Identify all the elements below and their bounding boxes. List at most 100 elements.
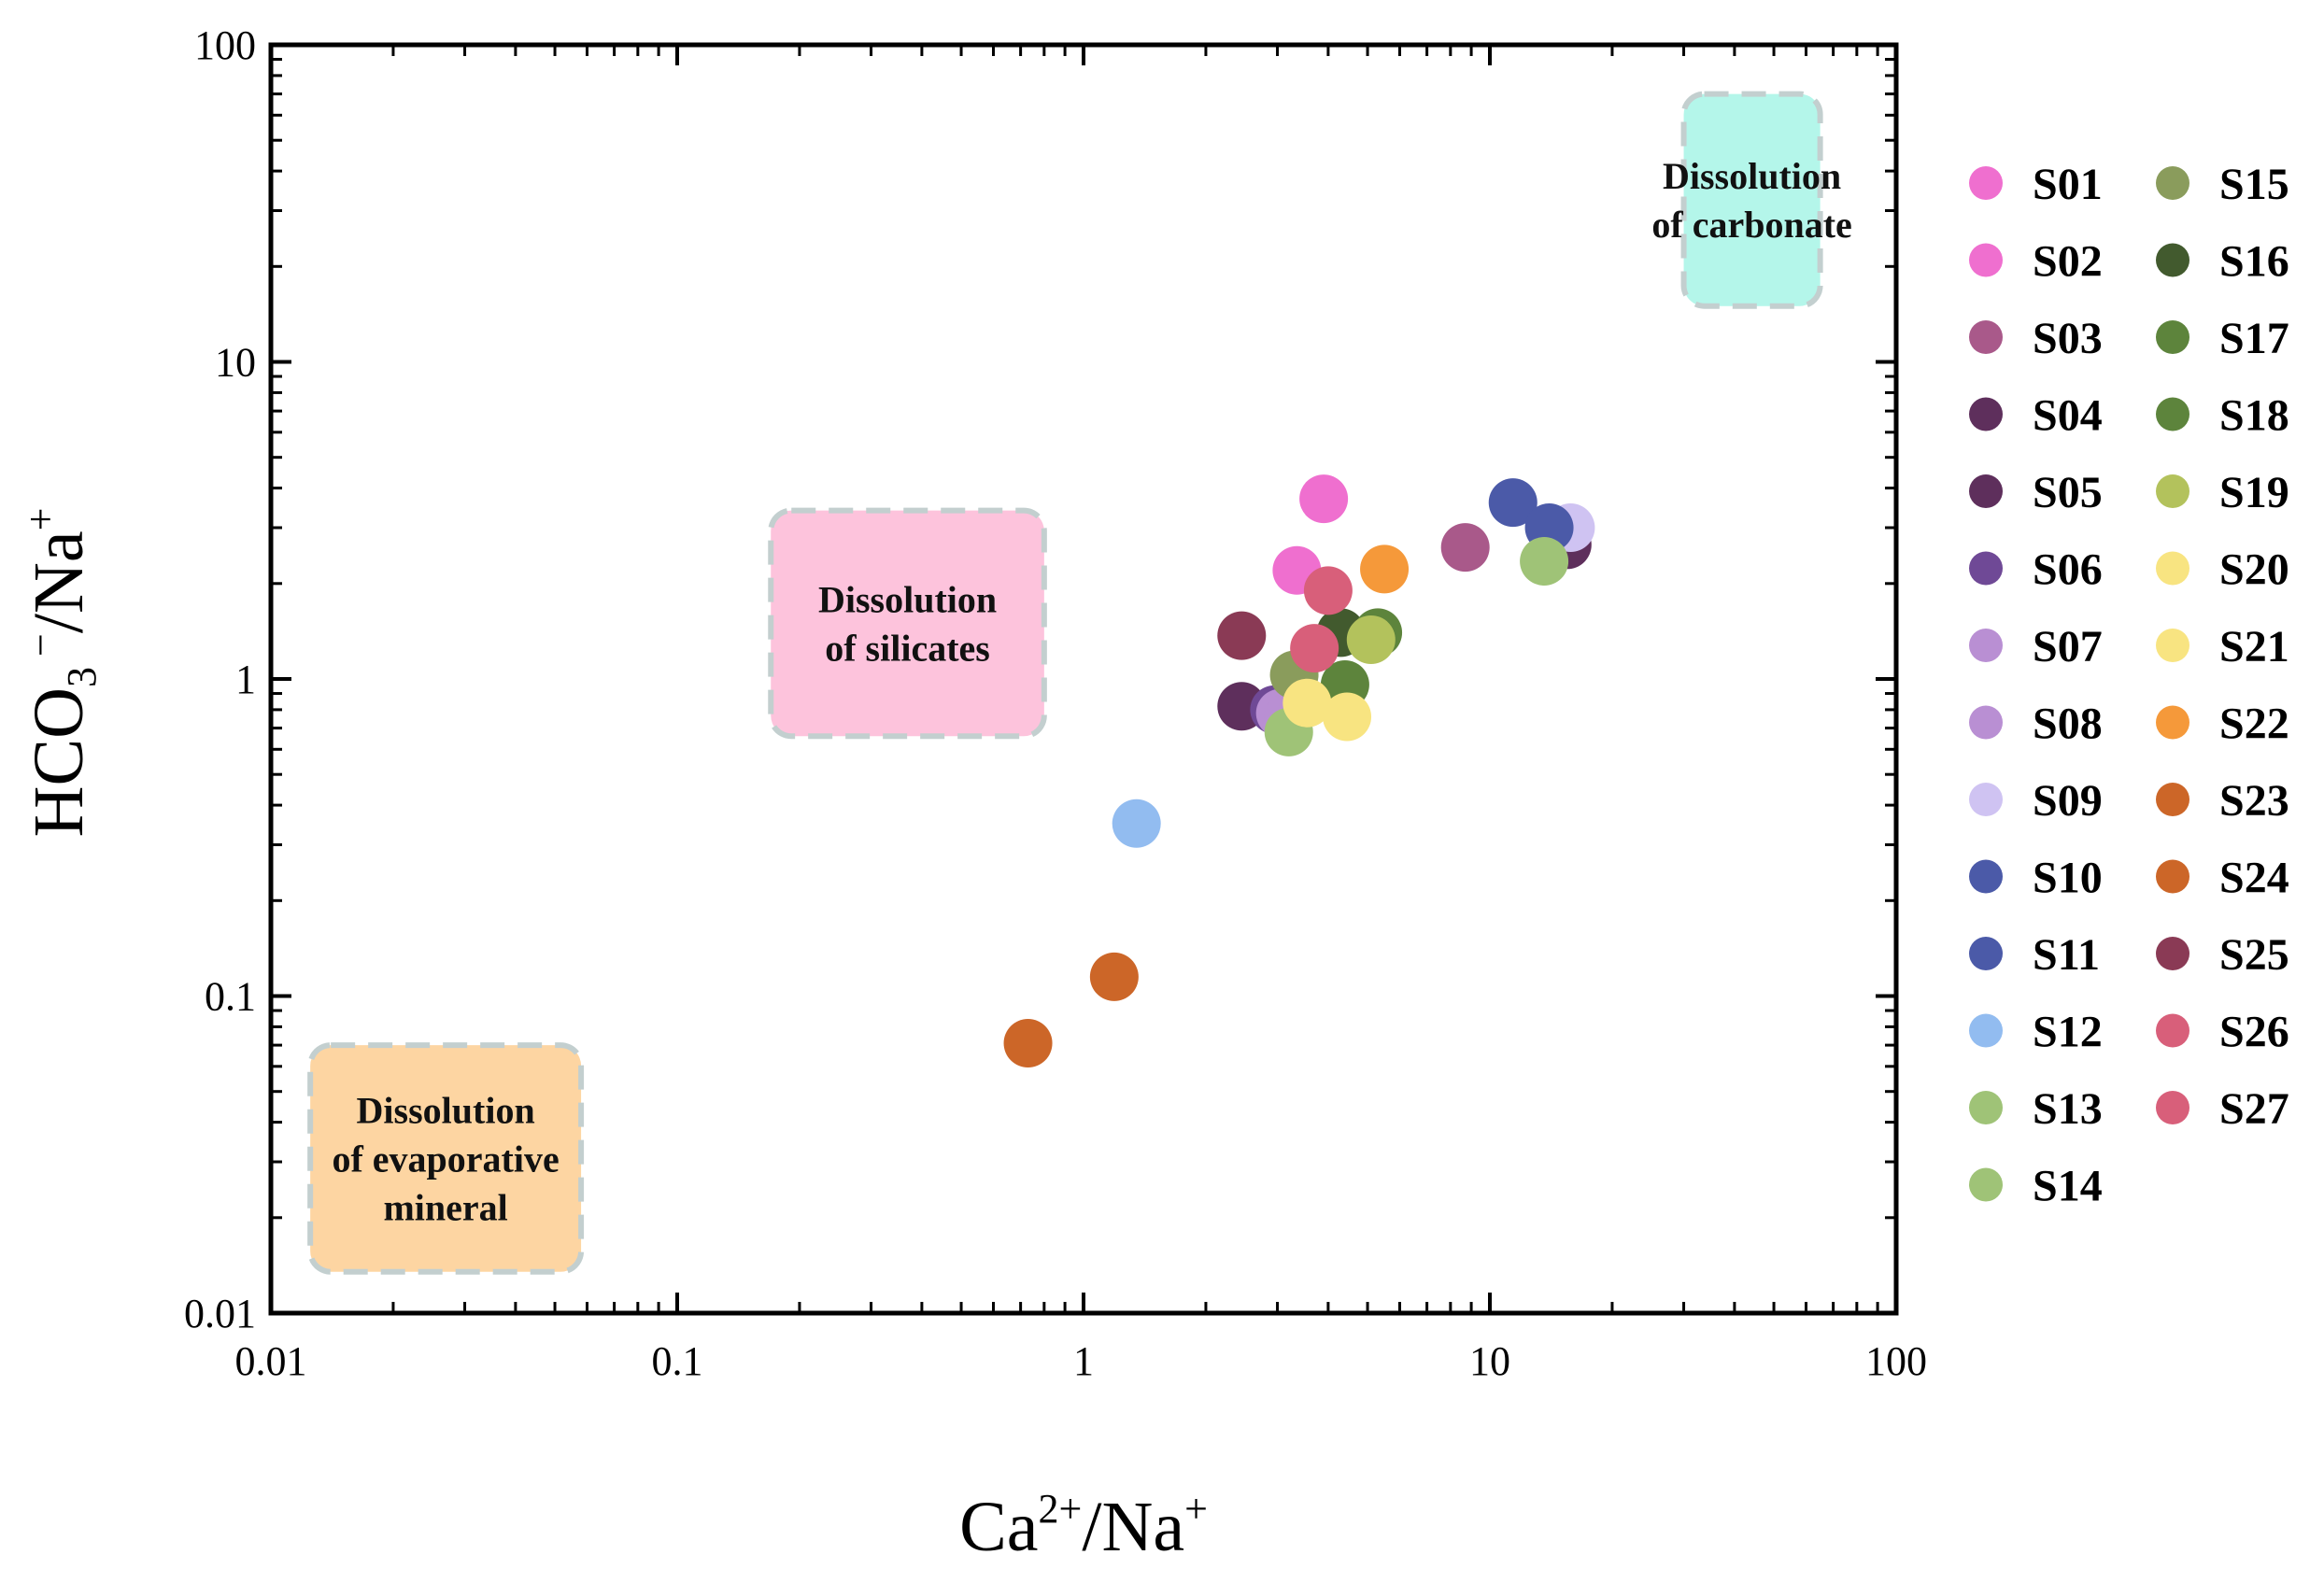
- point-s20: [1282, 678, 1332, 728]
- region-box-carbonate: [1680, 91, 1823, 309]
- legend-marker-s08: [1969, 705, 2003, 740]
- legend-marker-s20: [2156, 551, 2189, 586]
- legend-label-s21: S21: [2219, 622, 2289, 671]
- y-axis-title: HCO3 −/Na+: [18, 508, 105, 838]
- legend-label-s17: S17: [2219, 314, 2289, 363]
- legend-marker-s07: [1969, 629, 2003, 662]
- region-label-silicates: of silicates: [825, 627, 990, 669]
- y-axis-title-sup: −: [18, 633, 64, 667]
- legend-marker-s17: [2156, 320, 2189, 354]
- y-tick-label: 100: [194, 22, 256, 68]
- region-boxes: Dissolution of carbonate Dissolution of sil…: [307, 91, 1852, 1275]
- legend-marker-s19: [2156, 474, 2189, 508]
- x-tick-label: 1: [1073, 1338, 1094, 1384]
- region-label-evaporative: Dissolution: [357, 1089, 535, 1131]
- legend-marker-s25: [2156, 937, 2189, 970]
- legend: S01 S02 S03 S04 S05 S06 S07 S08 S09 S10 S11 S12 S13 S…: [1969, 160, 2289, 1211]
- legend-marker-s14: [1969, 1167, 2003, 1202]
- legend-marker-s03: [1969, 320, 2003, 354]
- legend-label-s24: S24: [2219, 854, 2289, 903]
- legend-marker-s11: [1969, 937, 2003, 970]
- plot-frame: [268, 42, 1899, 1316]
- legend-label-s09: S09: [2033, 776, 2103, 826]
- region-label-silicates: Dissolution: [818, 578, 997, 620]
- legend-marker-s05: [1969, 474, 2003, 508]
- legend-label-s22: S22: [2219, 700, 2289, 749]
- y-axis-title-part: /Na: [20, 530, 98, 633]
- legend-label-s11: S11: [2033, 930, 2100, 980]
- x-tick-label: 10: [1469, 1338, 1510, 1384]
- legend-label-s20: S20: [2219, 545, 2289, 595]
- legend-marker-s15: [2156, 166, 2189, 200]
- data-points: [1003, 474, 1595, 1067]
- point-s19: [1346, 615, 1396, 664]
- legend-label-s04: S04: [2033, 391, 2103, 441]
- legend-label-s05: S05: [2033, 468, 2103, 517]
- x-axis-title-sup: 2+: [1039, 1486, 1083, 1532]
- point-s10: [1488, 478, 1538, 528]
- point-s24: [1003, 1018, 1053, 1067]
- point-s22: [1360, 544, 1410, 594]
- point-s03: [1440, 523, 1490, 572]
- legend-marker-s02: [1969, 243, 2003, 277]
- region-box-silicates: [768, 507, 1047, 740]
- y-tick-label: 0.01: [184, 1291, 256, 1336]
- legend-marker-s12: [1969, 1013, 2003, 1048]
- legend-label-s12: S12: [2033, 1008, 2103, 1057]
- legend-marker-s22: [2156, 705, 2189, 740]
- y-tick-label: 0.1: [205, 974, 256, 1020]
- point-s25: [1217, 611, 1267, 660]
- legend-label-s19: S19: [2219, 468, 2289, 517]
- y-tick-label: 1: [235, 657, 256, 702]
- point-s01: [1299, 474, 1349, 524]
- legend-marker-s10: [1969, 859, 2003, 894]
- legend-marker-s18: [2156, 397, 2189, 431]
- legend-marker-s16: [2156, 243, 2189, 277]
- y-axis-title-part: HCO: [20, 687, 98, 837]
- legend-label-s26: S26: [2219, 1008, 2289, 1057]
- region-box-evaporative: [307, 1042, 585, 1275]
- legend-label-s14: S14: [2033, 1162, 2103, 1211]
- legend-label-s13: S13: [2033, 1084, 2103, 1134]
- y-tick-label: 10: [215, 340, 256, 386]
- x-tick-label: 0.1: [652, 1338, 703, 1384]
- legend-label-s03: S03: [2033, 314, 2103, 363]
- legend-marker-s04: [1969, 397, 2003, 431]
- legend-label-s08: S08: [2033, 700, 2103, 749]
- legend-marker-s21: [2156, 629, 2189, 662]
- x-axis-title-part: /Na: [1082, 1488, 1184, 1566]
- legend-label-s06: S06: [2033, 545, 2103, 595]
- legend-label-s07: S07: [2033, 622, 2103, 671]
- point-s27: [1290, 624, 1339, 673]
- x-axis-title-sup: +: [1184, 1486, 1208, 1532]
- legend-label-s15: S15: [2219, 160, 2289, 209]
- legend-marker-s13: [1969, 1091, 2003, 1124]
- x-axis-title: Ca2+/Na+: [959, 1486, 1208, 1566]
- point-s26: [1303, 566, 1353, 615]
- region-label-evaporative: mineral: [383, 1186, 507, 1228]
- legend-label-s23: S23: [2219, 776, 2289, 826]
- legend-marker-s23: [2156, 783, 2189, 816]
- point-s23: [1089, 952, 1139, 1001]
- point-s21: [1323, 692, 1372, 742]
- x-axis-title-part: Ca: [959, 1488, 1038, 1566]
- legend-marker-s09: [1969, 783, 2003, 816]
- x-tick-label: 0.01: [235, 1338, 307, 1384]
- legend-marker-s01: [1969, 166, 2003, 200]
- legend-marker-s27: [2156, 1091, 2189, 1124]
- legend-label-s25: S25: [2219, 930, 2289, 980]
- legend-label-s01: S01: [2033, 160, 2103, 209]
- region-label-carbonate: of carbonate: [1651, 204, 1851, 246]
- legend-label-s10: S10: [2033, 854, 2103, 903]
- region-label-evaporative: of evaporative: [332, 1138, 559, 1180]
- point-s14: [1520, 537, 1569, 587]
- point-s12: [1112, 799, 1161, 848]
- legend-label-s16: S16: [2219, 237, 2289, 287]
- legend-marker-s26: [2156, 1013, 2189, 1048]
- y-axis-title-sub: 3: [59, 667, 105, 687]
- legend-marker-s24: [2156, 859, 2189, 894]
- region-label-carbonate: Dissolution: [1663, 155, 1841, 197]
- legend-marker-s06: [1969, 551, 2003, 586]
